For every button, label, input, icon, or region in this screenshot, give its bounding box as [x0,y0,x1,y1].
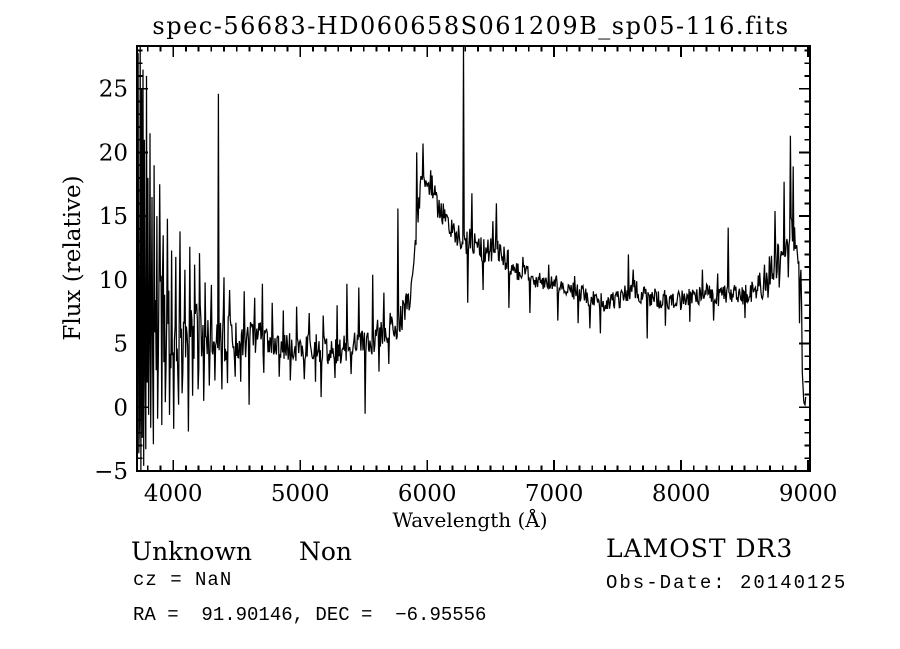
y-tick-label: 0 [113,395,128,421]
x-tick-label: 9000 [779,481,838,507]
y-tick-label: 15 [99,204,128,230]
axis-ticks [137,46,810,472]
y-tick-label: 10 [99,268,128,294]
x-tick-label: 7000 [525,481,584,507]
cz-value-label: cz = NaN [133,569,232,591]
y-tick-label: −5 [94,459,128,485]
ra-dec-label: RA = 91.90146, DEC = −6.95556 [133,604,486,626]
x-tick-label: 4000 [144,481,203,507]
x-tick-labels: 4000 5000 6000 7000 8000 9000 [144,481,837,507]
y-tick-labels: −5 0 5 10 15 20 25 [94,77,128,485]
x-axis-label: Wavelength (Å) [392,507,547,532]
y-tick-label: 20 [99,140,128,166]
plot-title: spec-56683-HD060658S061209B_sp05-116.fit… [152,12,789,40]
y-axis-label: Flux (relative) [60,175,86,340]
spectrum-line [136,45,807,472]
plot-frame [136,45,811,472]
object-class-label: Unknown [131,537,252,566]
x-tick-label: 6000 [398,481,457,507]
x-tick-label: 8000 [652,481,711,507]
obs-date-label: Obs-Date: 20140125 [606,572,847,594]
x-tick-label: 5000 [271,481,330,507]
object-subclass-label: Non [299,537,352,566]
y-tick-label: 5 [113,332,128,358]
survey-release-label: LAMOST DR3 [606,534,793,563]
y-tick-label: 25 [99,77,128,103]
